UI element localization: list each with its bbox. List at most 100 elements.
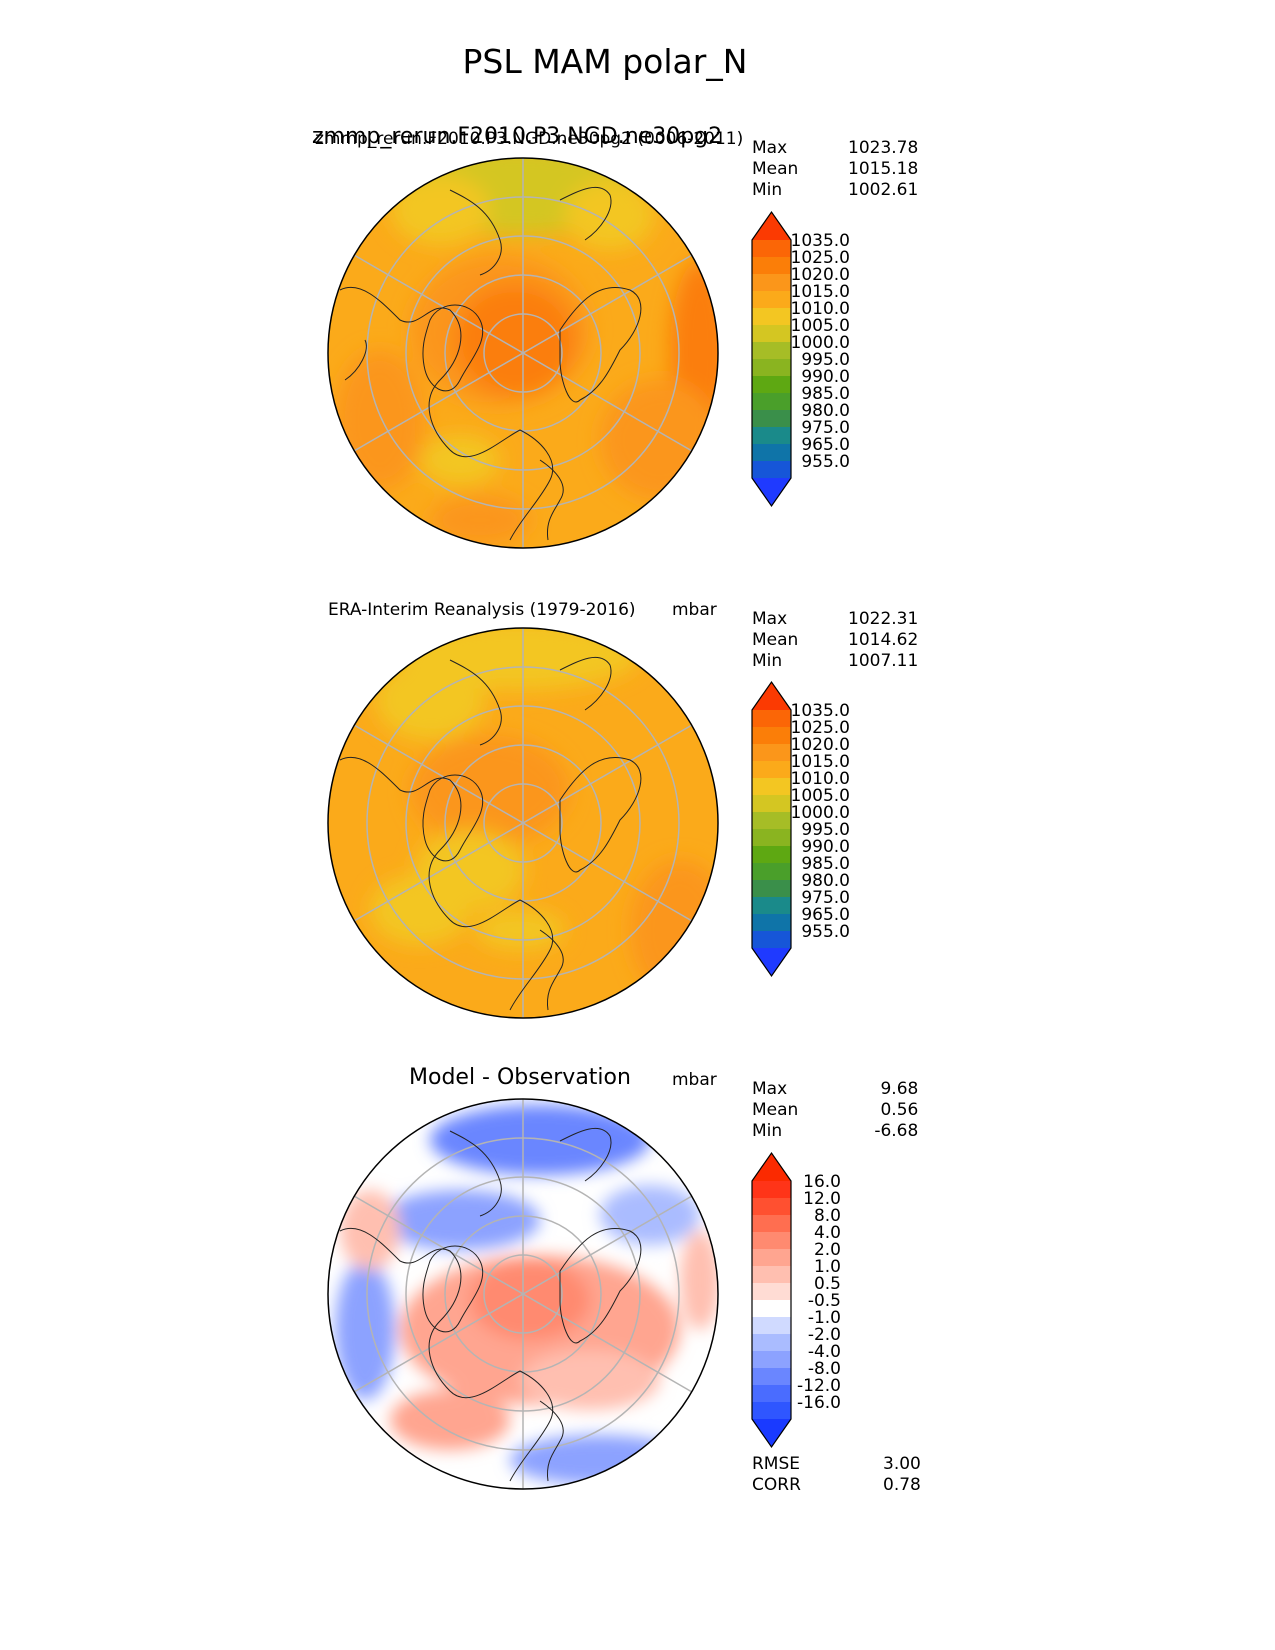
colorbar-tick-label: 995.0: [801, 820, 850, 840]
stat-mean-label: Mean: [752, 1100, 799, 1120]
stat-min-label: Min: [752, 651, 783, 671]
colorbar-tick-label: 1025.0: [791, 718, 850, 738]
colorbar-tick-label: 8.0: [814, 1206, 841, 1226]
colorbar-tick-label: -12.0: [797, 1376, 841, 1396]
colorbar-segment: [752, 393, 791, 411]
colorbar-outline: [751, 1151, 792, 1449]
stat-mean-value: 0.56: [880, 1100, 919, 1120]
colorbar-segment: [752, 710, 791, 728]
stat-mean-value: 1014.62: [848, 630, 919, 650]
colorbar-tick-label: 985.0: [801, 384, 850, 404]
panel1-title-large: zmmp_rerun.F2010.P3.NGD.ne30pg2: [312, 124, 723, 149]
field-blob: [470, 1260, 590, 1340]
colorbar-segment: [752, 376, 791, 394]
colorbar-tick-label: 1020.0: [791, 735, 850, 755]
field-blob: [340, 1190, 400, 1270]
field-blob: [390, 1390, 510, 1450]
rmse-value: 3.00: [883, 1454, 921, 1474]
stat-max-label: Max: [752, 609, 788, 629]
colorbar-segment: [752, 1198, 791, 1216]
colorbar-tick-label: -4.0: [808, 1342, 841, 1362]
field-blob: [420, 435, 500, 485]
colorbar-segment: [752, 1385, 791, 1403]
colorbar-extend-min: [752, 948, 791, 976]
map-model: [327, 157, 719, 549]
colorbar-outline: [751, 210, 792, 508]
colorbar-tick-label: 1035.0: [791, 231, 850, 251]
colorbar-segment: [752, 863, 791, 881]
colorbar-tick-label: 1010.0: [791, 769, 850, 789]
panel1-stats: Max 1023.78 Mean 1015.18 Min 1002.61: [752, 138, 918, 201]
colorbar-segment: [752, 342, 791, 360]
colorbar-tick-label: 965.0: [801, 905, 850, 925]
field-blob: [375, 660, 485, 740]
colorbar-tick-label: 1010.0: [791, 299, 850, 319]
stat-max-label: Max: [752, 1079, 788, 1099]
colorbar-segment: [752, 359, 791, 377]
colorbar-tick-label: 1.0: [814, 1257, 841, 1277]
coastlines: [339, 1127, 642, 1482]
colorbar-segment: [752, 291, 791, 309]
colorbar-tick-label: 980.0: [801, 871, 850, 891]
colorbar-segment: [752, 1283, 791, 1301]
colorbar-segment: [752, 1249, 791, 1267]
colorbar-segment: [752, 444, 791, 462]
colorbar-segment: [752, 1181, 791, 1199]
stat-mean-value: 1015.18: [848, 159, 919, 179]
colorbar-segment: [752, 427, 791, 445]
colorbar-segment: [752, 846, 791, 864]
colorbar-tick-label: 0.5: [814, 1274, 841, 1294]
colorbar-tick-label: 1000.0: [791, 333, 850, 353]
colorbar-extend-max: [752, 682, 791, 710]
colorbar-tick-label: 955.0: [801, 922, 850, 942]
field-blob: [390, 175, 490, 245]
stat-min-label: Min: [752, 1121, 783, 1141]
colorbar-extend-min: [752, 1419, 791, 1447]
colorbar-extend-max: [752, 1153, 791, 1181]
stat-min-label: Min: [752, 180, 783, 200]
field-blob: [370, 875, 470, 945]
coastlines: [339, 186, 642, 541]
colorbar-segment: [752, 1317, 791, 1335]
stat-max-value: 1023.78: [848, 138, 919, 158]
graticule: [353, 1099, 693, 1489]
colorbar-observation: 1035.01025.01020.01015.01010.01005.01000…: [751, 680, 850, 978]
colorbar-segment: [752, 829, 791, 847]
colorbar-tick-label: 985.0: [801, 854, 850, 874]
colorbar-tick-label: -1.0: [808, 1308, 841, 1328]
stat-min-value: 1007.11: [848, 651, 919, 671]
map-difference: [327, 1098, 719, 1490]
field-blob: [475, 910, 565, 950]
field-blob: [600, 1185, 700, 1245]
colorbar-segment: [752, 1232, 791, 1250]
colorbar-segment: [752, 761, 791, 779]
panel3-metrics: RMSE 3.00 CORR 0.78: [752, 1454, 921, 1496]
colorbar-segment: [752, 795, 791, 813]
colorbar-tick-label: 1035.0: [791, 701, 850, 721]
colorbar-tick-label: 965.0: [801, 435, 850, 455]
colorbar-segment: [752, 257, 791, 275]
colorbar-tick-label: 12.0: [803, 1189, 841, 1209]
colorbar-tick-label: 2.0: [814, 1240, 841, 1260]
colorbar-tick-label: -8.0: [808, 1359, 841, 1379]
colorbar-segment: [752, 1334, 791, 1352]
colorbar-segment: [752, 1402, 791, 1420]
field-blob: [510, 1435, 690, 1485]
field-blob: [335, 350, 425, 490]
colorbar-tick-label: 980.0: [801, 401, 850, 421]
field-blob: [380, 1190, 540, 1250]
stat-mean-label: Mean: [752, 630, 799, 650]
colorbar-segment: [752, 897, 791, 915]
colorbar-outline: [751, 680, 792, 978]
coastlines: [339, 656, 642, 1011]
colorbar-segment: [752, 744, 791, 762]
colorbar-extend-min: [752, 478, 791, 506]
stat-max-value: 1022.31: [848, 609, 919, 629]
corr-value: 0.78: [883, 1475, 921, 1495]
colorbar-model: 1035.01025.01020.01015.01010.01005.01000…: [751, 210, 850, 508]
colorbar-tick-label: -0.5: [808, 1291, 841, 1311]
colorbar-tick-label: 1025.0: [791, 248, 850, 268]
colorbar-segment: [752, 461, 791, 479]
stat-max-value: 9.68: [880, 1079, 919, 1099]
